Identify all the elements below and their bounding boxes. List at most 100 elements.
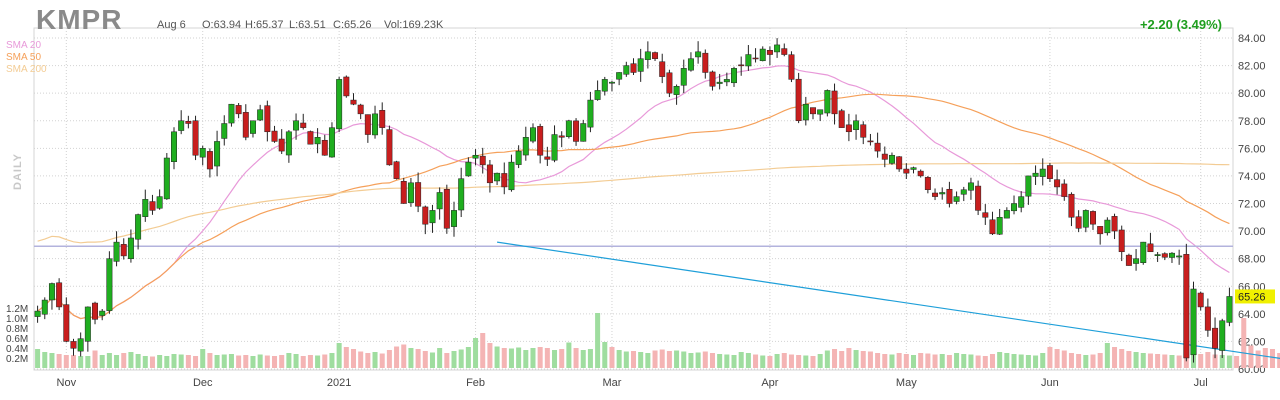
candle-body xyxy=(386,129,393,166)
candle-body xyxy=(874,142,881,152)
volume-bar xyxy=(1126,351,1132,368)
candle-body xyxy=(407,182,414,203)
volume-bar xyxy=(595,313,601,368)
volume-bar xyxy=(989,354,995,368)
volume-bar xyxy=(487,343,493,368)
candle-body xyxy=(99,310,106,316)
volume-bar xyxy=(350,349,357,368)
volume-tick-label: 1.0M xyxy=(6,314,28,325)
candle-body xyxy=(1097,226,1104,235)
candle-body xyxy=(845,124,852,133)
candle-body xyxy=(48,283,55,301)
candle-body xyxy=(831,90,838,115)
volume-bar xyxy=(444,353,450,368)
candle-body xyxy=(1090,211,1096,225)
volume-bar xyxy=(860,351,866,368)
volume-bar xyxy=(738,352,744,368)
candle-body xyxy=(788,54,795,80)
volume-bar xyxy=(1025,355,1031,368)
candle-body xyxy=(127,237,134,260)
candle-body xyxy=(537,126,544,156)
volume-bar xyxy=(1011,354,1017,368)
volume-bar xyxy=(365,353,371,368)
volume-bar xyxy=(1212,354,1218,368)
candle-body xyxy=(429,210,436,224)
last-price-marker xyxy=(1235,289,1275,304)
volume-bar xyxy=(587,349,593,368)
candle-body xyxy=(573,120,580,142)
candle-body xyxy=(113,241,120,262)
sma50-line xyxy=(37,93,1230,320)
volume-bar xyxy=(386,350,392,368)
volume-bar xyxy=(623,351,629,368)
volume-bar xyxy=(171,354,177,368)
x-tick-label: Feb xyxy=(466,377,485,389)
x-tick-label: Jun xyxy=(1041,377,1059,389)
candle-body xyxy=(149,201,156,211)
candle-body xyxy=(264,105,271,133)
volume-bar xyxy=(164,356,170,368)
x-tick-label: Nov xyxy=(57,377,77,389)
y-tick-label: 78.00 xyxy=(1238,116,1266,128)
x-tick-label: Apr xyxy=(761,377,778,389)
candle-body xyxy=(400,181,407,204)
candle-body xyxy=(142,199,149,217)
volume-bar xyxy=(185,355,191,368)
volume-bar xyxy=(228,354,234,368)
candle-body xyxy=(1061,183,1068,197)
volume-bar xyxy=(781,353,787,368)
volume-bar xyxy=(1004,353,1010,368)
volume-bar xyxy=(645,353,651,368)
low-value: L:63.51 xyxy=(289,19,326,31)
volume-bar xyxy=(968,354,974,368)
candle-body xyxy=(644,51,651,60)
candle-body xyxy=(120,244,127,257)
volume-bar xyxy=(135,354,141,368)
x-tick-label: Mar xyxy=(602,377,621,389)
candle-body xyxy=(558,135,565,138)
volume-bar xyxy=(1054,349,1060,368)
candle-body xyxy=(817,109,824,115)
candle-body xyxy=(422,206,429,225)
volume-bar xyxy=(1255,350,1261,368)
volume-bar xyxy=(415,349,421,368)
volume-bar xyxy=(918,353,924,368)
candle-body xyxy=(486,164,493,184)
candle-body xyxy=(1111,216,1118,232)
candle-body xyxy=(565,120,572,137)
candle-body xyxy=(759,48,766,62)
close-value: C:65.26 xyxy=(333,19,372,31)
candle-body xyxy=(1018,196,1025,208)
volume-bar xyxy=(243,355,249,368)
candle-body xyxy=(364,114,371,135)
candle-body xyxy=(917,170,924,177)
volume-bar xyxy=(1162,354,1168,368)
volume-bar xyxy=(1112,347,1118,368)
volume-bar xyxy=(35,349,41,368)
candle-body xyxy=(501,173,508,188)
candle-body xyxy=(84,306,91,342)
volume-bar xyxy=(1176,355,1182,368)
x-tick-label: Dec xyxy=(193,377,213,389)
candle-body xyxy=(601,79,608,92)
sma20-line xyxy=(37,65,1230,320)
volume-bar xyxy=(307,355,313,368)
candle-body xyxy=(903,168,910,174)
volume-bar xyxy=(853,350,859,368)
candle-body xyxy=(1046,165,1053,179)
candle-body xyxy=(522,137,529,156)
volume-bar xyxy=(796,355,802,368)
candle-body xyxy=(695,51,702,58)
volume-bar xyxy=(602,342,608,368)
candle-body xyxy=(709,71,716,87)
candle-body xyxy=(1039,168,1046,177)
volume-bar xyxy=(250,356,256,368)
volume-bar xyxy=(372,352,378,368)
volume-bar xyxy=(817,354,823,368)
volume-bar xyxy=(1061,350,1067,368)
volume-bar xyxy=(92,350,98,368)
open-value: O:63.94 xyxy=(202,19,242,31)
candle-body xyxy=(206,151,213,170)
volume-bar xyxy=(753,354,759,368)
candle-body xyxy=(716,81,723,84)
